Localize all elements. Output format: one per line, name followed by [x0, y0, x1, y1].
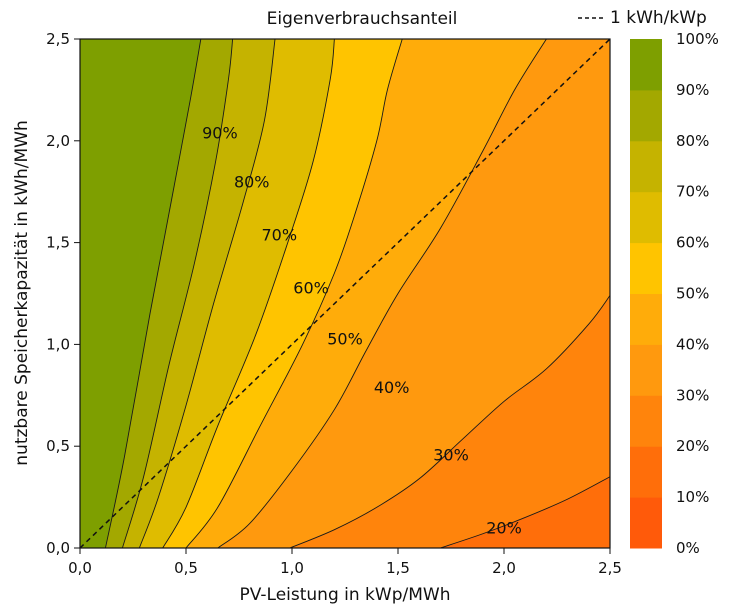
contour-line-90 — [104, 39, 202, 548]
reference-line-1kwh-per-kwp — [79, 38, 611, 549]
x-axis-ticks: 0,0 0,5 1,0 1,5 2,0 2,5 — [68, 548, 622, 577]
x-tick-label: 0,0 — [68, 559, 92, 577]
contour-lines — [104, 39, 610, 548]
colorbar-tick-label: 40% — [676, 335, 709, 353]
band-below-20 — [440, 476, 610, 548]
colorbar-tick-label: 60% — [676, 234, 709, 252]
y-axis-label: nutzbare Speicherkapazität in kWh/MWh — [12, 120, 32, 465]
colorbar-segment — [630, 89, 662, 142]
colorbar-tick-label: 10% — [676, 488, 709, 506]
colorbar — [630, 39, 662, 549]
contour-line-40 — [217, 39, 547, 548]
colorbar-tick-label: 30% — [676, 386, 709, 404]
contour-line-30 — [289, 295, 610, 548]
contour-labels: 20% 30% 40% 50% 60% 70% 80% 90% — [202, 124, 522, 538]
y-tick-label: 2,5 — [46, 30, 70, 48]
contour-line-60 — [162, 39, 335, 548]
contour-line-50 — [185, 39, 403, 548]
colorbar-tick-label: 90% — [676, 81, 709, 99]
x-tick-label: 1,0 — [280, 559, 304, 577]
colorbar-tick-label: 100% — [676, 30, 719, 48]
y-tick-label: 0,0 — [46, 539, 70, 557]
colorbar-ticks: 0% 10% 20% 30% 40% 50% 60% 70% 80% 90% 100% — [676, 30, 719, 557]
contour-bands — [80, 39, 610, 548]
colorbar-segment — [630, 191, 662, 244]
colorbar-segment — [630, 39, 662, 91]
y-tick-label: 1,0 — [46, 335, 70, 353]
colorbar-tick-label: 0% — [676, 539, 700, 557]
y-tick-label: 0,5 — [46, 437, 70, 455]
contour-label-30: 30% — [433, 445, 469, 464]
colorbar-segment — [630, 395, 662, 447]
contour-label-80: 80% — [234, 173, 270, 192]
contour-label-50: 50% — [327, 329, 363, 348]
x-tick-label: 2,5 — [598, 559, 622, 577]
colorbar-segment — [630, 140, 662, 193]
x-tick-label: 1,5 — [386, 559, 410, 577]
x-tick-label: 2,0 — [492, 559, 516, 577]
contour-label-60: 60% — [293, 278, 329, 297]
y-tick-label: 1,5 — [46, 234, 70, 252]
colorbar-segment — [630, 344, 662, 396]
colorbar-segment — [630, 293, 662, 345]
x-axis-label: PV-Leistung in kWp/MWh — [240, 585, 451, 605]
y-tick-label: 2,0 — [46, 132, 70, 150]
contour-line-70 — [138, 39, 276, 548]
colorbar-tick-label: 70% — [676, 183, 709, 201]
contour-label-90: 90% — [202, 124, 238, 143]
y-axis-ticks: 0,0 0,5 1,0 1,5 2,0 2,5 — [46, 30, 80, 557]
contour-label-20: 20% — [486, 519, 522, 538]
x-tick-label: 0,5 — [174, 559, 198, 577]
colorbar-tick-label: 50% — [676, 285, 709, 303]
legend-label: 1 kWh/kWp — [610, 8, 707, 28]
chart-title: Eigenverbrauchsanteil — [267, 9, 458, 29]
contour-line-80 — [121, 39, 234, 548]
plot-frame — [79, 38, 611, 549]
colorbar-segment — [630, 242, 662, 294]
colorbar-tick-label: 20% — [676, 437, 709, 455]
contour-label-40: 40% — [374, 378, 410, 397]
band-below-30 — [289, 295, 610, 548]
colorbar-tick-label: 80% — [676, 132, 709, 150]
colorbar-segment — [630, 497, 662, 549]
contour-line-20 — [440, 476, 610, 548]
contour-label-70: 70% — [261, 225, 297, 244]
colorbar-segment — [630, 446, 662, 498]
